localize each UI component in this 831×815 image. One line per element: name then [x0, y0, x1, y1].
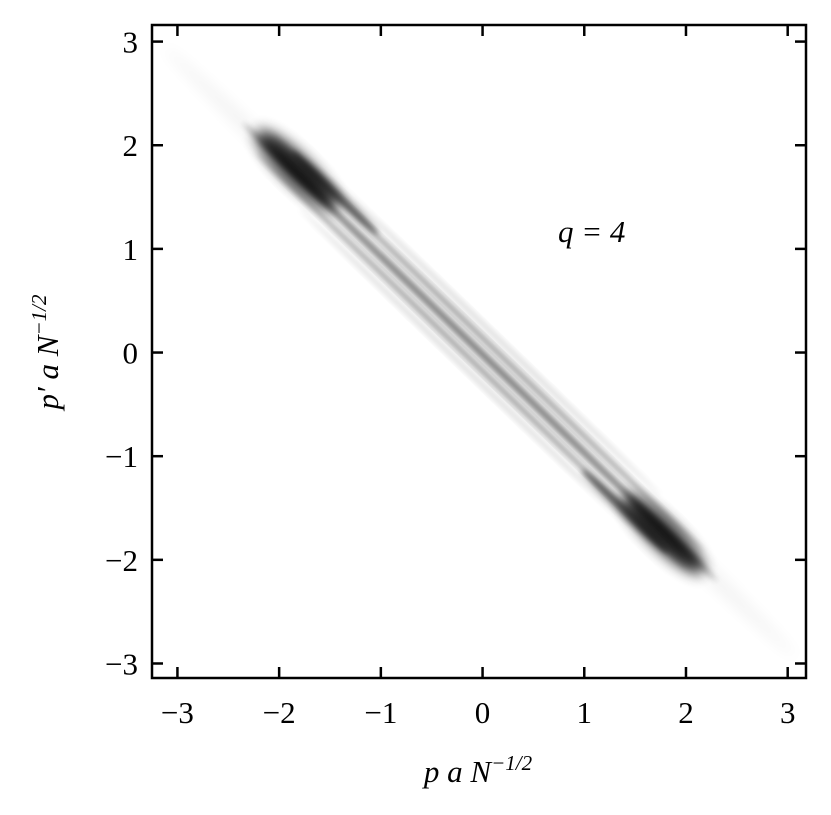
y-tick-label: 2	[123, 128, 139, 163]
y-tick-label: −2	[105, 543, 138, 578]
annotation: q = 4	[558, 214, 625, 249]
x-tick-label: −2	[263, 695, 296, 730]
y-tick-label: 1	[123, 232, 139, 267]
y-tick-label: −1	[105, 439, 138, 474]
x-tick-label: 0	[475, 695, 491, 730]
y-tick-label: 0	[123, 336, 139, 371]
y-tick-label: 3	[123, 25, 139, 60]
y-axis-label: p′ a N−1/2	[27, 294, 65, 411]
x-tick-label: 3	[780, 695, 796, 730]
x-tick-label: 1	[577, 695, 593, 730]
x-tick-label: 2	[678, 695, 694, 730]
x-tick-label: −1	[364, 695, 397, 730]
y-tick-label: −3	[105, 646, 138, 681]
x-axis-label: p a N−1/2	[422, 751, 533, 789]
x-tick-label: −3	[161, 695, 194, 730]
density-image	[163, 46, 797, 658]
